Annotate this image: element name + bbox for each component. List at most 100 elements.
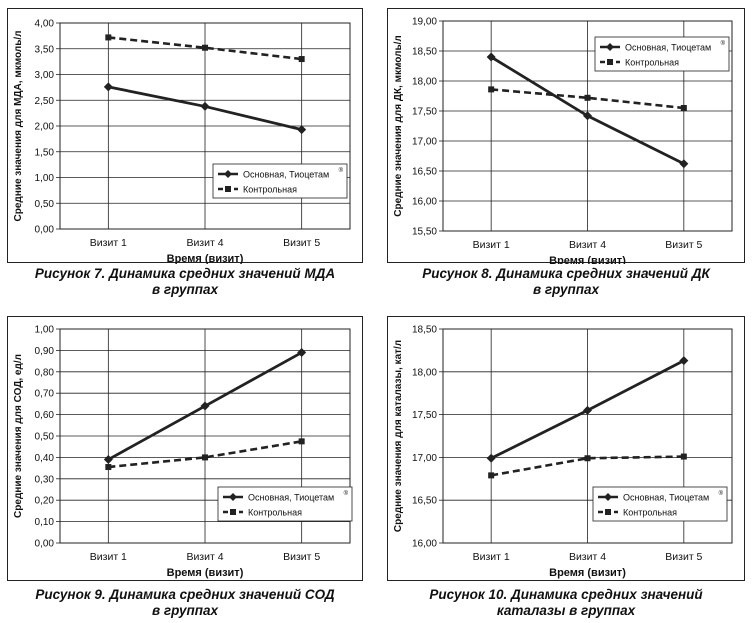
y-tick-label: 0,20 bbox=[35, 496, 55, 507]
y-tick-label: 0,00 bbox=[35, 539, 55, 550]
y-axis-title: Средние значения для СОД, ед/л bbox=[13, 354, 24, 518]
chart-svg-dk: 15,50 16,00 16,50 17,00 17,50 18,00 18,50 19,00… bbox=[393, 17, 733, 264]
data-point-control bbox=[584, 455, 591, 462]
data-point-main bbox=[103, 82, 113, 92]
x-tick-label: Визит 1 bbox=[90, 551, 127, 563]
data-point-control bbox=[105, 464, 112, 471]
y-tick-label: 19,00 bbox=[412, 17, 437, 28]
chart-panel-dk: 15,50 16,00 16,50 17,00 17,50 18,00 18,50 19,00… bbox=[387, 8, 745, 264]
data-point-main bbox=[486, 453, 496, 463]
y-tick-label: 0,40 bbox=[35, 453, 55, 464]
data-point-control bbox=[298, 438, 305, 445]
chart-caption-dk: Рисунок 8. Динамика средних значений ДК … bbox=[385, 266, 747, 298]
y-tick-label: 0,00 bbox=[35, 225, 55, 236]
legend-label: Контрольная bbox=[623, 508, 677, 518]
x-tick-label: Визит 5 bbox=[665, 239, 702, 251]
y-tick-label: 0,50 bbox=[35, 199, 55, 210]
registered-mark: ® bbox=[721, 40, 726, 47]
data-point-control bbox=[202, 454, 208, 461]
y-tick-label: 0,70 bbox=[35, 389, 55, 400]
data-point-control bbox=[680, 105, 687, 111]
y-tick-label: 0,80 bbox=[35, 367, 55, 378]
chart-panel-catalase: 16,00 16,50 17,00 17,50 18,00 18,50 Визит 1 Виз… bbox=[387, 316, 745, 581]
legend-box bbox=[212, 163, 348, 199]
caption-line1: Рисунок 7. Динамика средних значений МДА bbox=[34, 266, 336, 281]
chart-panel-sod: 0,00 0,10 0,20 0,30 0,40 0,50 0,60 0,70 0,80 0,90… bbox=[7, 316, 363, 581]
data-point-control bbox=[488, 472, 495, 479]
y-tick-label: 0,60 bbox=[35, 410, 55, 421]
legend-label: Основная, Тиоцетам bbox=[243, 170, 329, 180]
legend-marker-control bbox=[607, 59, 613, 65]
legend-marker-main bbox=[229, 493, 237, 501]
x-tick-label: Визит 1 bbox=[473, 551, 510, 563]
x-axis-title: Время (визит) bbox=[549, 567, 626, 579]
x-tick-label: Визит 1 bbox=[90, 237, 127, 249]
legend-box bbox=[217, 486, 353, 522]
y-tick-label: 1,00 bbox=[35, 173, 55, 184]
data-point-control bbox=[105, 34, 112, 41]
legend-label: Контрольная bbox=[248, 508, 302, 518]
y-tick-label: 17,00 bbox=[412, 453, 437, 464]
y-axis-title: Средние значения для МДА, мкмоль/л bbox=[13, 31, 24, 222]
x-tick-label: Визит 4 bbox=[186, 237, 223, 249]
legend-box bbox=[592, 486, 728, 522]
data-point-control bbox=[298, 56, 305, 63]
legend-marker-main bbox=[604, 493, 612, 501]
chart-caption-mda: Рисунок 7. Динамика средних значений МДА… bbox=[5, 266, 365, 298]
data-point-main bbox=[297, 125, 307, 135]
x-tick-label: Визит 4 bbox=[186, 551, 223, 563]
chart-panel-mda: 0,00 0,50 1,00 1,50 2,00 2,50 3,00 3,50 4,00 Визи… bbox=[7, 8, 363, 264]
y-tick-label: 1,00 bbox=[35, 325, 55, 336]
x-tick-label: Визит 5 bbox=[665, 551, 702, 563]
y-tick-label: 0,90 bbox=[35, 346, 55, 357]
x-tick-label: Визит 5 bbox=[283, 551, 320, 563]
y-tick-label: 3,00 bbox=[35, 70, 55, 81]
y-tick-label: 15,50 bbox=[412, 227, 437, 238]
data-point-control bbox=[584, 94, 591, 101]
chart-svg-sod: 0,00 0,10 0,20 0,30 0,40 0,50 0,60 0,70 0,80 0,90… bbox=[13, 325, 353, 579]
legend-box bbox=[594, 36, 730, 72]
caption-line2: в группах bbox=[532, 282, 600, 297]
x-tick-label: Визит 1 bbox=[473, 239, 510, 251]
data-point-main bbox=[679, 159, 689, 169]
caption-line1: Рисунок 8. Динамика средних значений ДК bbox=[422, 266, 710, 281]
y-tick-label: 16,50 bbox=[412, 496, 437, 507]
legend-marker-control bbox=[225, 186, 231, 192]
y-tick-label: 18,00 bbox=[412, 367, 437, 378]
registered-mark: ® bbox=[344, 490, 349, 497]
registered-mark: ® bbox=[339, 167, 344, 174]
y-axis-title: Средние значения для каталазы, кат/л bbox=[393, 340, 404, 532]
data-point-main bbox=[297, 348, 307, 358]
data-point-main bbox=[583, 111, 592, 121]
y-tick-label: 16,00 bbox=[412, 197, 437, 208]
legend-label: Основная, Тиоцетам bbox=[248, 493, 334, 503]
y-tick-label: 2,00 bbox=[35, 122, 55, 133]
legend-label: Основная, Тиоцетам bbox=[625, 43, 711, 53]
data-point-main bbox=[583, 405, 592, 415]
y-tick-label: 18,50 bbox=[412, 47, 437, 58]
caption-line2: в группах bbox=[151, 603, 219, 618]
y-tick-label: 3,50 bbox=[35, 44, 55, 55]
legend-marker-control bbox=[605, 509, 611, 515]
y-tick-label: 16,50 bbox=[412, 167, 437, 178]
data-point-main bbox=[200, 101, 210, 111]
y-tick-label: 17,50 bbox=[412, 107, 437, 118]
y-tick-label: 0,30 bbox=[35, 474, 55, 485]
caption-line2: каталазы в группах bbox=[496, 603, 636, 618]
y-tick-label: 1,50 bbox=[35, 147, 55, 158]
chart-caption-catalase: Рисунок 10. Динамика средних значений ка… bbox=[385, 587, 747, 619]
caption-line1: Рисунок 9. Динамика средних значений СОД bbox=[35, 587, 335, 602]
y-axis-title: Средние значения для ДК, мкмоль/л bbox=[393, 35, 404, 217]
y-tick-label: 18,00 bbox=[412, 77, 437, 88]
data-point-main bbox=[679, 356, 689, 366]
chart-svg-mda: 0,00 0,50 1,00 1,50 2,00 2,50 3,00 3,50 4,00 Визи… bbox=[13, 19, 351, 264]
y-tick-label: 4,00 bbox=[35, 19, 55, 30]
data-point-control bbox=[488, 86, 495, 93]
chart-svg-catalase: 16,00 16,50 17,00 17,50 18,00 18,50 Визит 1 Виз… bbox=[393, 325, 733, 579]
data-point-main bbox=[486, 52, 496, 62]
y-tick-label: 17,00 bbox=[412, 137, 437, 148]
data-point-control bbox=[202, 44, 208, 51]
x-tick-label: Визит 4 bbox=[569, 239, 606, 251]
x-tick-label: Визит 5 bbox=[283, 237, 320, 249]
y-tick-label: 16,00 bbox=[412, 539, 437, 550]
